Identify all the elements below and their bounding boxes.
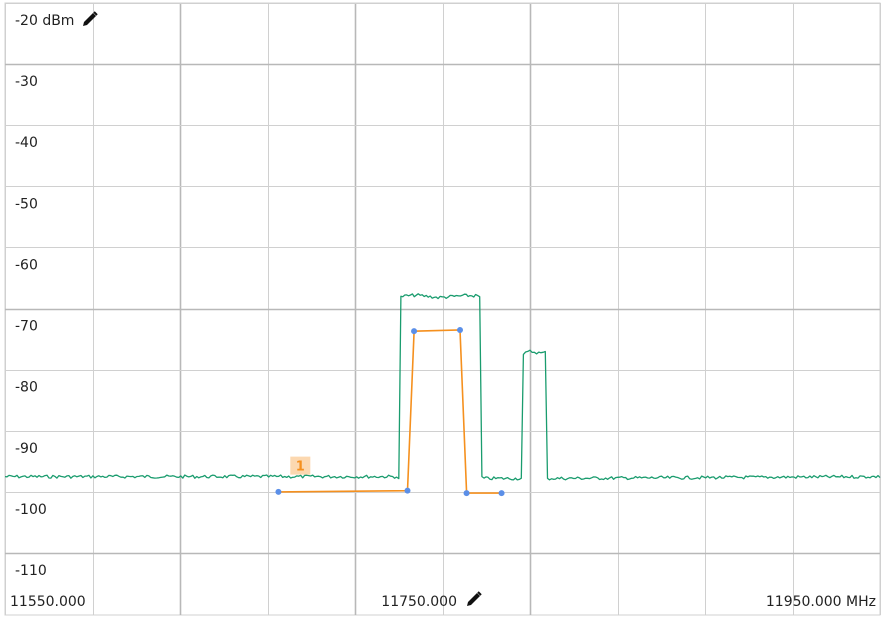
x-tick-label-center: 11750.000 [381,594,457,610]
y-tick-label: -30 [15,74,38,90]
y-axis-labels: -20 dBm -30 -40 -50 -60 -70 -80 -90 -100 -110 [15,13,74,579]
x-axis-labels: 11550.000 11750.000 11950.000 MHz [10,594,876,610]
y-tick-label: -100 [15,502,47,518]
pencil-icon[interactable] [83,11,98,26]
y-tick-label: -20 dBm [15,13,74,29]
markers[interactable]: 1 [290,456,311,475]
limit-line-point[interactable] [463,490,470,497]
pencil-icon-tip [477,591,482,596]
y-tick-label: -110 [15,563,47,579]
limit-line-point[interactable] [457,326,463,333]
pencil-icon-body [83,13,96,26]
y-tick-label: -40 [15,135,38,151]
x-tick-label-right: 11950.000 MHz [766,594,876,610]
y-tick-label: -80 [15,380,38,396]
trace-line [4,293,881,481]
limit-line-point[interactable] [411,328,418,335]
limit-line-path[interactable] [278,329,502,494]
x-tick-label-left: 11550.000 [10,594,86,610]
limit-line-point[interactable] [404,487,411,494]
limit-line-point[interactable] [498,490,505,497]
y-tick-label: -60 [15,257,38,273]
grid-lines [4,2,881,616]
y-tick-label: -90 [15,441,38,457]
limit-line-point[interactable] [275,488,282,495]
pencil-icon-tip [93,11,98,16]
pencil-icon-body [467,593,480,606]
pencil-icon[interactable] [467,591,482,606]
marker-label[interactable]: 1 [296,460,305,475]
axis-edit-icons[interactable] [83,11,482,606]
limit-line[interactable] [275,326,505,497]
y-tick-label: -70 [15,319,38,335]
marker-badge[interactable] [290,456,311,475]
spectrum-trace [4,293,881,481]
y-tick-label: -50 [15,196,38,212]
